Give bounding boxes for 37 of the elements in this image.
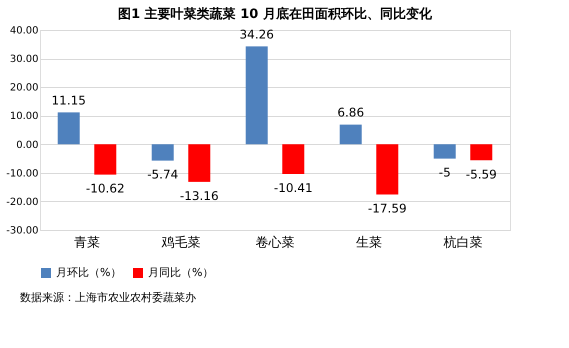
- bar: [282, 144, 304, 174]
- legend-label: 月同比（%）: [148, 266, 214, 279]
- data-label: -17.59: [368, 202, 407, 216]
- bar: [246, 46, 268, 144]
- data-label: 11.15: [52, 93, 86, 108]
- bar: [340, 124, 362, 144]
- y-tick-label: 10.00: [10, 111, 38, 122]
- data-label: -5.74: [147, 168, 178, 182]
- data-label: 34.26: [240, 27, 274, 42]
- x-tick-label: 鸡毛菜: [160, 236, 200, 250]
- y-tick-label: -30.00: [6, 226, 38, 236]
- chart-title: 图1 主要叶菜类蔬菜 10 月底在田面积环比、同比变化: [118, 6, 433, 22]
- x-tick-label: 生菜: [356, 236, 382, 250]
- y-tick-label: 30.00: [10, 54, 38, 66]
- y-tick-label: -20.00: [6, 196, 38, 208]
- source-note: 数据来源：上海市农业农村委蔬菜办: [20, 291, 196, 304]
- data-label: -5: [438, 166, 451, 180]
- data-label: -5.59: [466, 167, 497, 182]
- bar: [434, 144, 456, 159]
- bar: [470, 144, 492, 160]
- data-label: 6.86: [337, 106, 364, 120]
- y-tick-label: -10.00: [6, 168, 38, 180]
- x-tick-label: 杭白菜: [442, 236, 482, 250]
- x-tick-label: 青菜: [74, 236, 100, 250]
- data-label: -13.16: [180, 188, 219, 203]
- legend-label: 月环比（%）: [56, 266, 122, 279]
- bar: [376, 144, 398, 195]
- bar: [58, 112, 80, 144]
- bar: [94, 144, 116, 175]
- data-label: -10.62: [86, 182, 125, 196]
- y-tick-label: 0.00: [16, 140, 38, 151]
- y-tick-label: 40.00: [10, 26, 38, 36]
- y-tick-label: 20.00: [10, 82, 38, 94]
- bar: [152, 144, 174, 161]
- bar: [188, 144, 210, 182]
- x-tick-label: 卷心菜: [256, 234, 294, 250]
- data-label: -10.41: [274, 181, 313, 196]
